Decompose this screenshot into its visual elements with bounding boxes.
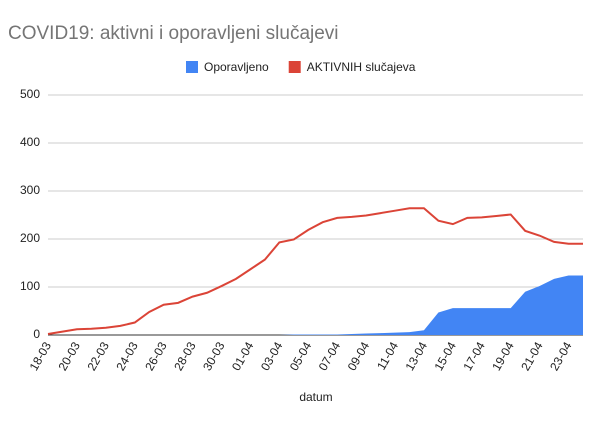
y-tick-label: 400 xyxy=(20,135,40,149)
x-tick-label: 30-03 xyxy=(200,339,228,373)
x-tick-label: 09-04 xyxy=(345,339,373,373)
x-tick-label: 01-04 xyxy=(229,339,257,373)
y-tick-label: 300 xyxy=(20,183,40,197)
x-tick-label: 28-03 xyxy=(171,339,199,373)
x-tick-label: 13-04 xyxy=(403,339,431,373)
chart-title: COVID19: aktivni i oporavljeni slučajevi xyxy=(8,23,339,44)
y-tick-label: 200 xyxy=(20,231,40,245)
x-tick-label: 22-03 xyxy=(84,339,112,373)
x-tick-label: 19-04 xyxy=(489,339,517,373)
y-tick-label: 500 xyxy=(20,87,40,101)
legend-label: Oporavljeno xyxy=(204,60,269,74)
x-tick-label: 05-04 xyxy=(287,339,315,373)
x-tick-label: 26-03 xyxy=(142,339,170,373)
line xyxy=(47,207,583,336)
y-tick-label: 0 xyxy=(33,327,40,341)
x-tick-label: 21-04 xyxy=(518,339,546,373)
legend-label: AKTIVNIH slučajeva xyxy=(307,60,416,74)
x-tick-label: 11-04 xyxy=(374,339,401,372)
area xyxy=(48,275,583,335)
x-tick-label: 15-04 xyxy=(431,339,459,373)
x-tick-label: 03-04 xyxy=(258,339,286,373)
x-axis-label: datum xyxy=(299,390,332,404)
y-tick-label: 100 xyxy=(20,279,40,293)
x-tick-label: 23-04 xyxy=(547,339,575,373)
x-tick-label: 17-04 xyxy=(460,339,488,373)
x-tick-label: 24-03 xyxy=(113,339,141,373)
legend-swatch xyxy=(186,61,198,73)
x-tick-label: 18-03 xyxy=(27,339,55,373)
x-tick-label: 07-04 xyxy=(316,339,344,373)
legend-swatch xyxy=(288,61,301,73)
x-tick-label: 20-03 xyxy=(56,339,84,373)
